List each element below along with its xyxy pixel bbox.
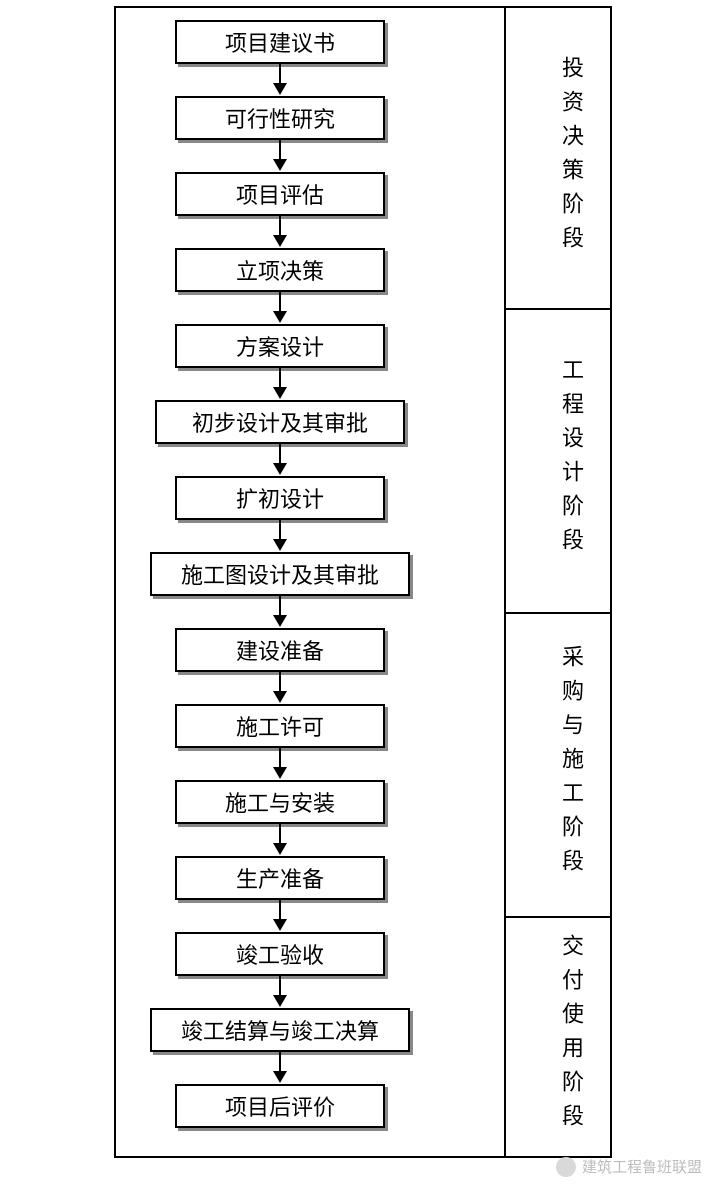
flow-arrow bbox=[273, 1052, 287, 1084]
flow-node: 扩初设计 bbox=[175, 476, 385, 520]
flow-arrow bbox=[273, 672, 287, 704]
flow-node-label: 竣工验收 bbox=[236, 938, 324, 970]
flow-node-label: 建设准备 bbox=[236, 634, 324, 666]
flow-node: 可行性研究 bbox=[175, 96, 385, 140]
watermark: 建筑工程鲁班联盟 bbox=[556, 1156, 702, 1177]
flow-node: 生产准备 bbox=[175, 856, 385, 900]
phase-label: 投资决策阶段 bbox=[540, 8, 602, 308]
flow-node-label: 项目后评价 bbox=[225, 1090, 335, 1122]
flow-node: 项目后评价 bbox=[175, 1084, 385, 1128]
flow-node-label: 方案设计 bbox=[236, 330, 324, 362]
flow-node-label: 初步设计及其审批 bbox=[192, 406, 368, 438]
flow-node: 项目建议书 bbox=[175, 20, 385, 64]
flow-node-label: 施工与安装 bbox=[225, 786, 335, 818]
flow-node: 施工许可 bbox=[175, 704, 385, 748]
flow-node: 施工图设计及其审批 bbox=[150, 552, 410, 596]
flow-arrow bbox=[273, 292, 287, 324]
phase-separator-vertical bbox=[504, 6, 506, 1158]
flow-node: 建设准备 bbox=[175, 628, 385, 672]
flow-arrow bbox=[273, 368, 287, 400]
flow-arrow bbox=[273, 824, 287, 856]
flow-node-label: 扩初设计 bbox=[236, 482, 324, 514]
flow-node-label: 生产准备 bbox=[236, 862, 324, 894]
flow-arrow bbox=[273, 520, 287, 552]
flow-node: 施工与安装 bbox=[175, 780, 385, 824]
flow-arrow bbox=[273, 900, 287, 932]
phase-label: 交付使用阶段 bbox=[540, 916, 602, 1156]
watermark-text: 建筑工程鲁班联盟 bbox=[582, 1156, 702, 1177]
flow-arrow bbox=[273, 216, 287, 248]
flow-node: 立项决策 bbox=[175, 248, 385, 292]
flow-node: 竣工验收 bbox=[175, 932, 385, 976]
flow-node-label: 可行性研究 bbox=[225, 102, 335, 134]
flow-column: 项目建议书可行性研究项目评估立项决策方案设计初步设计及其审批扩初设计施工图设计及… bbox=[130, 20, 430, 1128]
flow-node-label: 竣工结算与竣工决算 bbox=[181, 1014, 379, 1046]
flow-node-label: 项目建议书 bbox=[225, 26, 335, 58]
phase-label: 工程设计阶段 bbox=[540, 308, 602, 612]
flow-node-label: 施工许可 bbox=[236, 710, 324, 742]
flow-arrow bbox=[273, 140, 287, 172]
flow-node: 项目评估 bbox=[175, 172, 385, 216]
flow-arrow bbox=[273, 748, 287, 780]
flow-node-label: 施工图设计及其审批 bbox=[181, 558, 379, 590]
flow-node: 方案设计 bbox=[175, 324, 385, 368]
flow-arrow bbox=[273, 444, 287, 476]
flow-node-label: 项目评估 bbox=[236, 178, 324, 210]
flow-arrow bbox=[273, 976, 287, 1008]
flow-node: 初步设计及其审批 bbox=[155, 400, 405, 444]
flow-arrow bbox=[273, 596, 287, 628]
phase-label: 采购与施工阶段 bbox=[540, 612, 602, 916]
watermark-icon bbox=[556, 1157, 576, 1177]
flow-node: 竣工结算与竣工决算 bbox=[150, 1008, 410, 1052]
flow-node-label: 立项决策 bbox=[236, 254, 324, 286]
flow-arrow bbox=[273, 64, 287, 96]
